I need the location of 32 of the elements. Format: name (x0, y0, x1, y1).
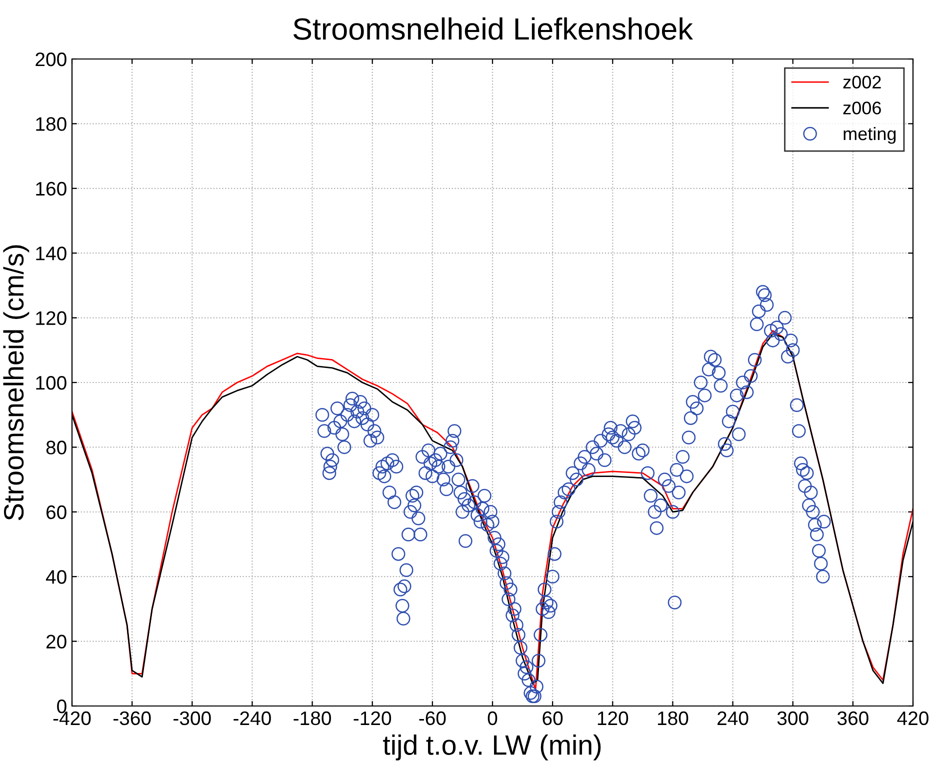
x-tick-label: -420 (53, 711, 91, 726)
x-tick-label: 360 (837, 711, 868, 726)
y-tick-label: 160 (36, 182, 66, 196)
x-tick-label: 120 (598, 711, 628, 726)
x-tick-label: -240 (234, 711, 271, 726)
y-axis-title: Stroomsnelheid (cm/s) (3, 245, 30, 520)
y-tick-label: 180 (36, 117, 66, 131)
y-tick-label: 200 (36, 52, 66, 66)
x-tick-label: 180 (658, 711, 688, 726)
y-tick-label: 100 (36, 376, 66, 390)
x-tick-label: 240 (718, 711, 748, 726)
legend-label: z006 (843, 102, 881, 114)
x-tick-label: -180 (294, 711, 331, 726)
y-tick-label: 120 (36, 311, 66, 326)
y-tick-label: 0 (57, 699, 66, 714)
x-tick-label: -120 (354, 711, 392, 726)
x-tick-label: 300 (777, 711, 808, 726)
y-tick-label: 140 (36, 246, 66, 260)
legend-label: z002 (843, 76, 881, 89)
y-tick-label: 40 (46, 570, 66, 584)
x-axis-title: tijd t.o.v. LW (min) (383, 734, 601, 760)
x-tick-label: -300 (174, 711, 211, 726)
chart-title: Stroomsnelheid Liefkenshoek (293, 17, 693, 40)
x-tick-label: 60 (542, 711, 563, 726)
x-tick-label: -360 (113, 711, 151, 726)
x-tick-label: 420 (897, 711, 928, 726)
y-tick-label: 80 (46, 440, 66, 454)
legend-label: meting (844, 126, 896, 144)
y-tick-label: 20 (46, 634, 66, 649)
y-tick-label: 60 (46, 505, 66, 520)
x-tick-label: -60 (419, 711, 446, 726)
x-tick-label: 0 (488, 711, 498, 726)
